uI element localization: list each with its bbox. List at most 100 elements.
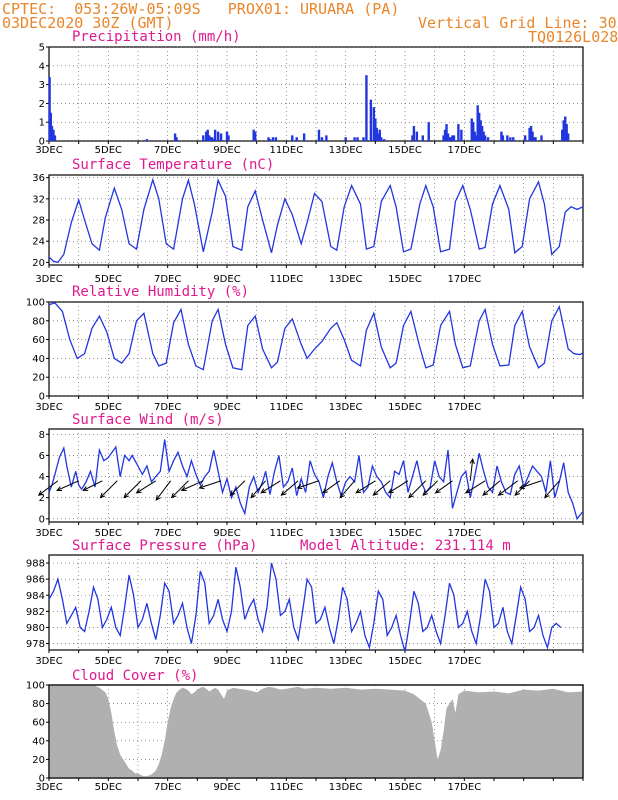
precip-bar xyxy=(442,135,445,141)
precip-ytick-label: 1 xyxy=(39,118,45,129)
wind-xtick-label: 15DEC xyxy=(388,528,422,539)
wind-xtick-label: 7DEC xyxy=(154,528,181,539)
precip-bar xyxy=(561,129,564,141)
precip-bar xyxy=(173,133,177,141)
wind-arrow-head xyxy=(280,490,287,496)
wind-arrow-head xyxy=(250,492,256,499)
pres-ytick-label: 988 xyxy=(26,559,45,570)
precip-bar xyxy=(365,75,368,141)
precip-bar xyxy=(460,129,463,141)
temp-xtick-label: 15DEC xyxy=(388,274,422,285)
precip-bar xyxy=(302,133,306,141)
cloud-xtick-label: 17DEC xyxy=(447,782,481,793)
wind-arrow-head xyxy=(339,492,345,499)
wind-arrow-head xyxy=(82,486,89,491)
wind-arrow xyxy=(435,480,453,494)
precip-bar xyxy=(175,137,178,141)
rh-xtick-label: 13DEC xyxy=(329,402,363,413)
wind-ytick-label: 4 xyxy=(39,472,45,483)
wind-arrow xyxy=(469,459,474,481)
precip-bar xyxy=(451,135,454,141)
precip-bar xyxy=(53,135,57,141)
rh-frame xyxy=(48,301,584,397)
pres-ytick-label: 986 xyxy=(26,575,45,586)
precip-bar xyxy=(473,131,476,141)
precip-frame xyxy=(48,46,584,142)
pres-ytick-label: 980 xyxy=(26,623,45,634)
wind-arrow xyxy=(297,480,320,489)
precip-bar xyxy=(374,118,377,141)
precip-bar xyxy=(375,127,379,141)
precip-bar xyxy=(378,129,381,141)
precip-bar xyxy=(446,133,450,141)
precip-bar xyxy=(377,133,380,141)
wind-arrow xyxy=(339,480,355,498)
rh-xtick-label: 11DEC xyxy=(269,402,303,413)
cloud-ytick-label: 0 xyxy=(39,774,45,785)
pres-ytick-label: 978 xyxy=(26,639,45,650)
precip-bar xyxy=(486,137,490,141)
wind-arrow-head xyxy=(372,490,379,496)
wind-arrow-head xyxy=(135,488,142,494)
cloud-xtick-label: 5DEC xyxy=(95,782,122,793)
wind-arrow xyxy=(136,480,157,494)
temp-ytick-label: 36 xyxy=(32,173,45,184)
pres-xtick-label: 15DEC xyxy=(388,656,422,667)
temp-ytick-label: 20 xyxy=(32,258,45,269)
temp-title: Surface Temperature (nC) xyxy=(72,157,274,173)
wind-arrow-head xyxy=(408,492,414,499)
precip-bar xyxy=(271,137,275,141)
precip-bar xyxy=(509,137,512,141)
cloud-xtick-label: 15DEC xyxy=(388,782,422,793)
precip-bar xyxy=(565,124,568,141)
rh-xtick-label: 3DEC xyxy=(35,402,62,413)
wind-series-line xyxy=(48,439,584,521)
wind-xtick-label: 11DEC xyxy=(269,528,303,539)
temp-series-line xyxy=(48,177,584,264)
pres-title: Surface Pressure (hPa) xyxy=(72,538,257,554)
precip-bar xyxy=(477,112,481,141)
precip-bar xyxy=(212,139,215,141)
pres-annotation: Model Altitude: 231.114 m xyxy=(300,538,511,554)
precip-xtick-label: 7DEC xyxy=(154,145,181,156)
wind-xtick-label: 9DEC xyxy=(213,528,240,539)
wind-arrow xyxy=(38,480,59,496)
precip-bar xyxy=(216,131,220,141)
precip-bar xyxy=(225,131,229,141)
temp-ytick-label: 24 xyxy=(32,237,45,248)
precip-bar xyxy=(50,125,54,141)
wind-arrow xyxy=(373,480,391,496)
wind-arrow xyxy=(123,480,142,498)
pres-xtick-label: 5DEC xyxy=(95,656,122,667)
precip-bar xyxy=(540,135,543,141)
precip-bar xyxy=(213,129,217,141)
wind-arrow xyxy=(422,480,438,496)
precip-bar xyxy=(528,127,531,141)
precip-bar xyxy=(205,131,208,141)
pres-xtick-label: 3DEC xyxy=(35,656,62,667)
precip-bar xyxy=(448,137,451,141)
wind-arrow-head xyxy=(518,484,525,490)
precip-bar xyxy=(268,139,272,141)
wind-arrow-head xyxy=(170,492,177,499)
wind-arrow-head xyxy=(514,490,521,496)
rh-ytick-label: 80 xyxy=(32,316,45,327)
precip-bar xyxy=(295,137,298,141)
header-model-code: TQ0126L028 xyxy=(528,28,618,46)
precip-bar xyxy=(48,77,51,141)
precip-bar xyxy=(483,135,487,141)
wind-arrow xyxy=(199,480,222,489)
wind-arrow-head xyxy=(296,484,303,490)
wind-arrow-head xyxy=(99,492,106,499)
precip-ytick-label: 2 xyxy=(39,99,45,110)
rh-xtick-label: 17DEC xyxy=(447,402,481,413)
rh-ytick-label: 40 xyxy=(32,354,45,365)
temp-ytick-label: 32 xyxy=(32,194,45,205)
header-date: 03DEC2020 30Z (GMT) xyxy=(2,14,174,32)
cloud-ytick-label: 60 xyxy=(32,718,45,729)
rh-ytick-label: 100 xyxy=(26,298,45,309)
precip-bar xyxy=(566,133,570,141)
precip-bar xyxy=(412,125,416,141)
precip-bar xyxy=(383,139,386,141)
temp-xtick-label: 7DEC xyxy=(154,274,181,285)
